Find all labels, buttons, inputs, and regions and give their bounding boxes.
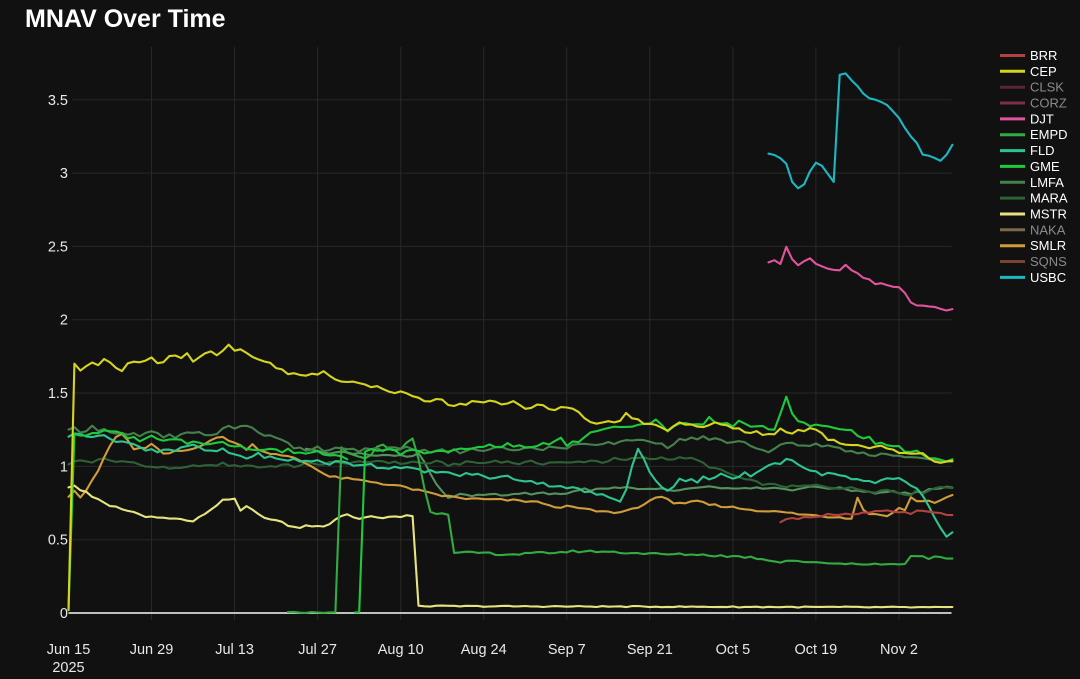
svg-text:0: 0 [60,606,68,622]
svg-text:NAKA: NAKA [1030,222,1066,237]
svg-text:Oct 19: Oct 19 [795,642,838,658]
svg-text:LMFA: LMFA [1030,175,1064,190]
svg-text:SMLR: SMLR [1030,238,1066,253]
svg-text:0.5: 0.5 [48,533,68,549]
svg-text:DJT: DJT [1030,111,1054,126]
svg-text:CEP: CEP [1030,64,1057,79]
svg-text:2: 2 [60,313,68,329]
svg-text:Jul 13: Jul 13 [215,642,254,658]
svg-text:Jul 27: Jul 27 [298,642,337,658]
svg-text:2025: 2025 [52,660,84,676]
svg-text:MARA: MARA [1030,191,1068,206]
svg-text:1.5: 1.5 [48,386,68,402]
svg-text:Jun 29: Jun 29 [130,642,174,658]
svg-text:CORZ: CORZ [1030,96,1067,111]
svg-text:Sep 21: Sep 21 [627,642,673,658]
svg-text:Oct 5: Oct 5 [716,642,751,658]
svg-text:BRR: BRR [1030,48,1057,63]
svg-text:MNAV Over Time: MNAV Over Time [25,5,226,33]
svg-text:Aug 24: Aug 24 [461,642,507,658]
svg-text:1: 1 [60,459,68,475]
svg-text:MSTR: MSTR [1030,207,1067,222]
svg-text:Aug 10: Aug 10 [378,642,424,658]
svg-text:SQNS: SQNS [1030,254,1067,269]
svg-text:Sep 7: Sep 7 [548,642,586,658]
svg-text:GME: GME [1030,159,1060,174]
svg-text:2.5: 2.5 [48,239,68,255]
svg-text:Nov 2: Nov 2 [880,642,918,658]
svg-text:EMPD: EMPD [1030,127,1068,142]
svg-text:Jun 15: Jun 15 [47,642,91,658]
svg-text:3: 3 [60,166,68,182]
svg-text:USBC: USBC [1030,270,1066,285]
svg-text:3.5: 3.5 [48,93,68,109]
svg-text:FLD: FLD [1030,143,1055,158]
svg-text:CLSK: CLSK [1030,80,1064,95]
